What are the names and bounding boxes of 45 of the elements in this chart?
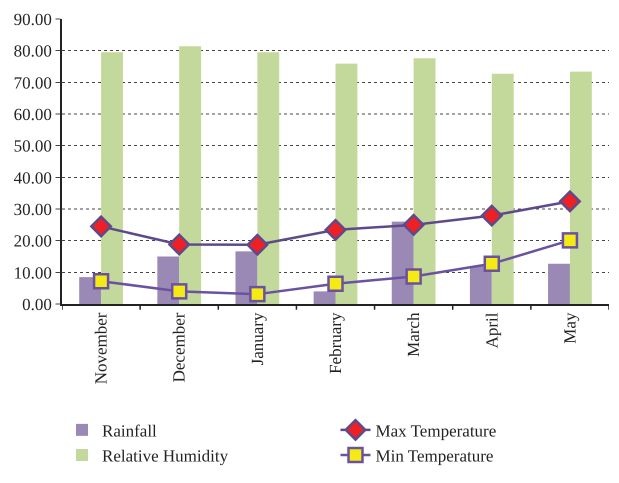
point (484, 256, 500, 272)
bar (336, 64, 358, 304)
point (480, 204, 503, 227)
point (246, 234, 268, 256)
point (90, 215, 112, 238)
legend-label: Relative Humidity (102, 446, 229, 466)
point (327, 275, 344, 292)
y-tick-label: 30.00 (14, 200, 52, 219)
bar (101, 52, 123, 304)
point (558, 190, 581, 212)
x-tick-label: January (248, 312, 267, 366)
x-tick-label: February (326, 312, 346, 374)
point (92, 272, 110, 290)
legend-label: Min Temperature (376, 446, 494, 466)
point (168, 233, 190, 256)
bar (179, 46, 202, 304)
x-tick-label: November (92, 312, 111, 384)
legend-label: Rainfall (102, 421, 158, 440)
x-tick-label: December (170, 312, 189, 382)
y-tick-label: 70.00 (14, 73, 52, 92)
bar (548, 264, 570, 304)
x-tick-label: April (482, 312, 502, 348)
y-tick-label: 50.00 (14, 136, 52, 156)
bar (414, 58, 436, 304)
y-tick-label: 40.00 (14, 168, 52, 188)
y-tick-label: 10.00 (14, 263, 52, 282)
point (402, 214, 425, 236)
x-tick-label: May (560, 312, 580, 344)
bar (570, 72, 592, 304)
point (170, 283, 188, 300)
legend-label: Max Temperature (376, 421, 496, 440)
y-tick-label: 80.00 (14, 42, 52, 61)
point (562, 232, 578, 249)
x-tick-label: March (404, 312, 424, 357)
y-tick-label: 60.00 (14, 104, 52, 124)
point (405, 268, 422, 285)
bar (492, 74, 514, 304)
bar (257, 52, 280, 304)
bar (470, 266, 492, 304)
y-tick-label: 20.00 (14, 232, 52, 251)
y-tick-label: 90.00 (14, 10, 52, 29)
point (324, 218, 346, 241)
bar (314, 291, 336, 304)
y-tick-label: 0.00 (22, 294, 52, 314)
point (249, 286, 266, 302)
